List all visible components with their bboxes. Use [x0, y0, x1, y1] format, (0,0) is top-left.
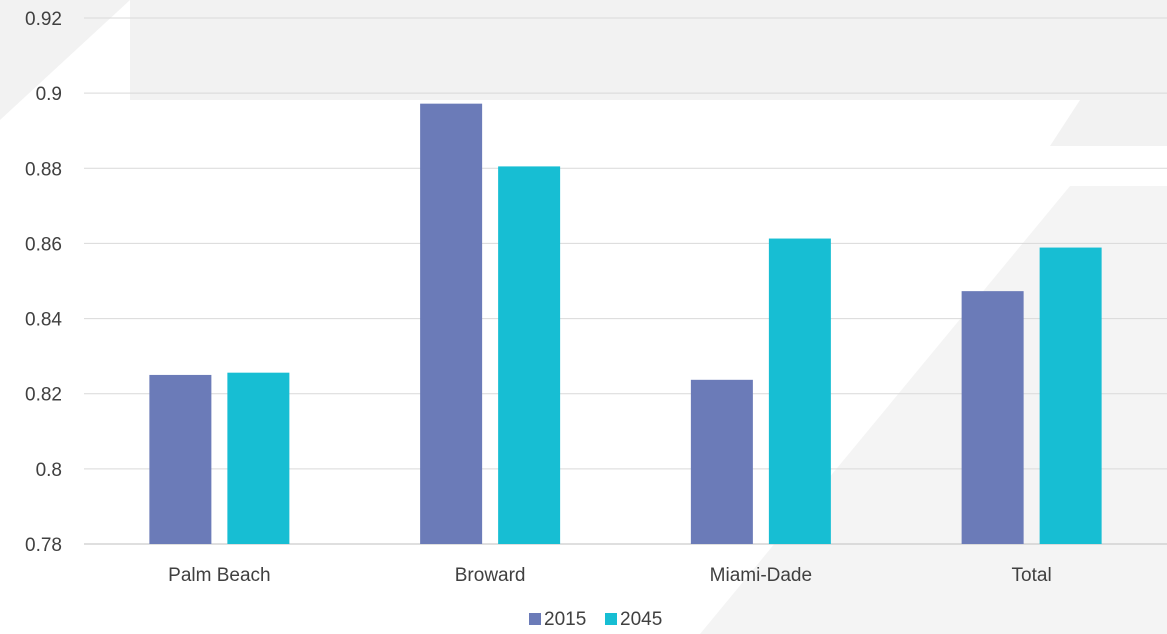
y-tick-label: 0.78 [25, 535, 62, 556]
bar-2015-broward [420, 103, 483, 545]
y-tick-label: 0.8 [36, 460, 62, 481]
bar-2045-broward [498, 166, 561, 544]
y-axis-tick-labels: 0.78 0.8 0.82 0.84 0.86 0.88 0.9 0.92 [25, 9, 62, 556]
bar-2015-miami-dade [690, 379, 753, 544]
legend: 2015 2045 [529, 609, 662, 630]
bar-2015-palm-beach [149, 374, 212, 544]
x-category-label: Total [1012, 565, 1052, 586]
bar-2015-total [961, 291, 1024, 544]
y-tick-label: 0.82 [25, 385, 62, 406]
legend-label: 2045 [620, 609, 662, 630]
legend-swatch-2015 [529, 613, 541, 625]
bar-2045-miami-dade [768, 238, 831, 544]
legend-swatch-2045 [605, 613, 617, 625]
legend-label: 2015 [544, 609, 586, 630]
y-tick-label: 0.86 [25, 234, 62, 255]
x-category-label: Miami-Dade [710, 565, 812, 586]
y-tick-label: 0.88 [25, 159, 62, 180]
x-category-label: Palm Beach [168, 565, 270, 586]
bars [149, 103, 1102, 545]
x-category-label: Broward [455, 565, 526, 586]
bar-2045-total [1039, 247, 1102, 544]
y-tick-label: 0.92 [25, 9, 62, 30]
y-tick-label: 0.9 [36, 84, 62, 105]
y-tick-label: 0.84 [25, 310, 62, 331]
bar-2045-palm-beach [227, 372, 290, 544]
x-axis: Palm Beach Broward Miami-Dade Total [168, 565, 1052, 586]
